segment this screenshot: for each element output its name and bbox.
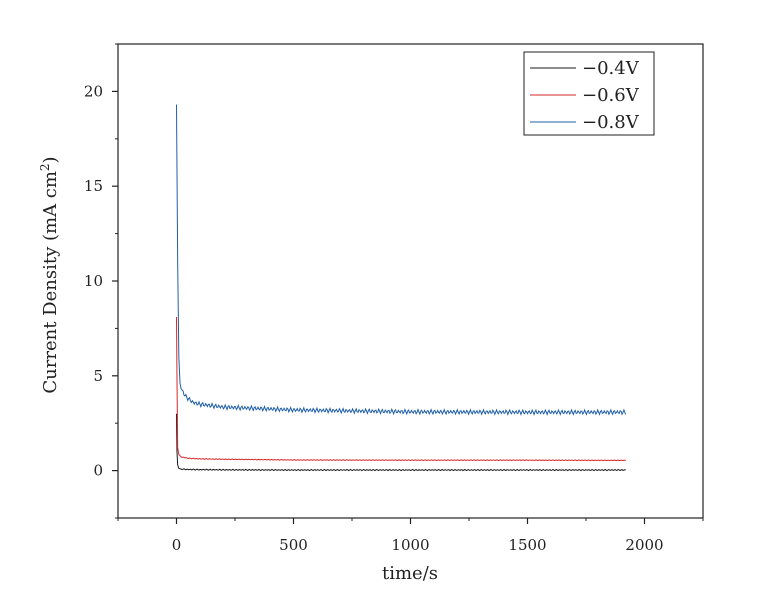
x-tick-label: 2000: [625, 536, 663, 554]
x-tick-label: 0: [172, 536, 182, 554]
series-line: [176, 317, 627, 462]
series-lines: [176, 104, 627, 472]
y-tick-label: 15: [84, 177, 103, 195]
x-tick-label: 1000: [391, 536, 429, 554]
x-tick-label: 1500: [508, 536, 546, 554]
axis-ticks: [112, 43, 704, 524]
y-axis-title: Current Density (mA cm2): [38, 156, 61, 393]
series-line: [176, 104, 627, 416]
y-axis-title-main: Current Density (mA cm: [40, 171, 61, 394]
y-axis-title-close: ): [40, 156, 61, 163]
axis-tick-labels: 0 500 1000 1500 2000 0 5 10 15 20: [84, 82, 664, 554]
legend-label: −0.6V: [582, 85, 640, 106]
y-axis-title-superscript: 2: [38, 163, 52, 171]
legend: −0.4V −0.6V −0.8V: [523, 51, 655, 136]
series-line: [176, 413, 626, 472]
y-tick-label: 5: [93, 367, 103, 385]
legend-label: −0.4V: [582, 58, 640, 79]
y-tick-label: 10: [84, 272, 103, 290]
legend-box: [523, 51, 655, 136]
x-axis-title: time/s: [382, 563, 438, 584]
legend-label: −0.8V: [582, 112, 640, 133]
y-tick-label: 0: [93, 462, 103, 480]
x-tick-label: 500: [279, 536, 308, 554]
y-tick-label: 20: [84, 82, 103, 100]
